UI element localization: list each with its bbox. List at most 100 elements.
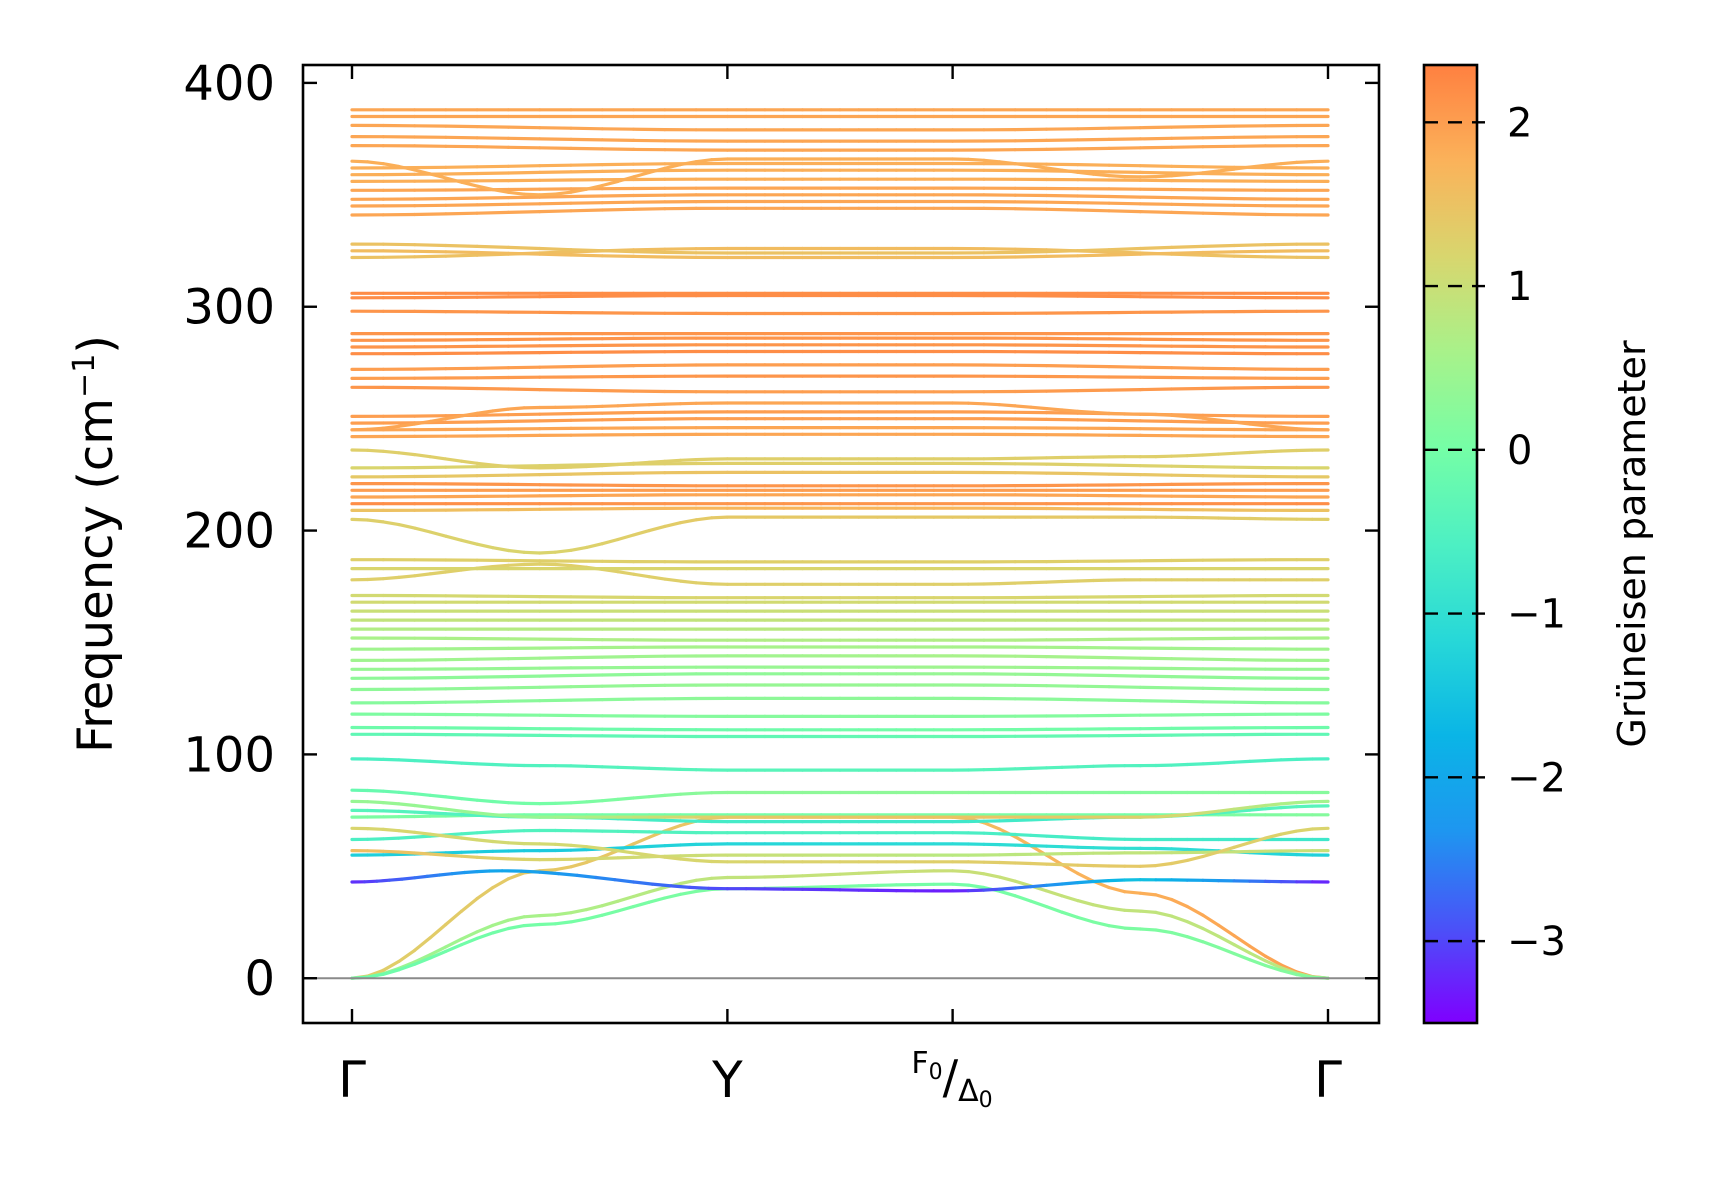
band-segment: [350, 517, 370, 522]
band-segment: [1013, 254, 1049, 259]
band-segment: [1201, 250, 1236, 255]
band-segment: [631, 817, 651, 822]
band-segment: [397, 422, 417, 428]
band-segment: [1232, 808, 1252, 814]
band-segment: [475, 798, 495, 804]
band-segment: [1185, 453, 1205, 458]
band-mode-171: [350, 593, 1330, 600]
band-mode-279: [350, 349, 1330, 356]
band-segment: [1076, 915, 1096, 924]
band-segment: [1076, 201, 1111, 205]
band-segment: [538, 192, 557, 197]
y-tick-label: 100: [183, 727, 275, 783]
plot-frame: [301, 63, 1381, 1025]
band-segment: [475, 830, 495, 835]
band-segment: [997, 160, 1017, 166]
band-segment: [475, 686, 510, 690]
band-segment: [1138, 195, 1174, 200]
band-segment: [381, 849, 401, 854]
band-segment: [950, 869, 970, 874]
band-segment: [413, 249, 448, 254]
band-segment: [569, 545, 589, 552]
band-mode-304: [350, 293, 1330, 300]
band-segment: [982, 821, 1002, 831]
band-segment: [428, 922, 448, 940]
band-segment: [1060, 910, 1080, 920]
band-segment: [838, 871, 861, 876]
band-segment: [1044, 672, 1080, 677]
band-segment: [663, 458, 683, 463]
band-segment: [459, 459, 479, 465]
band-segment: [982, 402, 1002, 407]
band-segment: [444, 243, 479, 248]
band-segment: [538, 365, 573, 369]
band-segment: [1138, 170, 1174, 175]
band-segment: [1169, 657, 1205, 661]
band-segment: [1201, 243, 1236, 248]
band-segment: [538, 246, 573, 252]
colorbar-ticks: −3 −2 −1 0 1 2: [1424, 100, 1566, 965]
band-segment: [444, 807, 464, 813]
band-segment: [678, 857, 698, 863]
band-segment: [1201, 253, 1236, 258]
band-segment: [1107, 137, 1142, 141]
band-segment: [600, 654, 636, 659]
band-segment: [584, 183, 604, 191]
band-segment: [1232, 450, 1252, 455]
band-segment: [569, 655, 604, 660]
band-segment: [1138, 365, 1174, 370]
band-segment: [616, 845, 636, 850]
band-segment: [600, 138, 636, 142]
band-segment: [366, 518, 385, 524]
band-segment: [475, 386, 510, 391]
band-segment: [678, 878, 698, 886]
band-segment: [413, 572, 432, 578]
band-segment: [1169, 386, 1205, 391]
colorbar-tick-label: −3: [1507, 919, 1566, 965]
band-segment: [413, 792, 432, 797]
band-segment: [506, 814, 526, 819]
band-segment: [1013, 894, 1033, 903]
band-segment: [381, 575, 401, 581]
band-mode-221: [350, 482, 1330, 488]
band-segment: [616, 570, 636, 576]
band-segment: [616, 849, 636, 855]
x-tick-label: Y: [711, 1051, 743, 1109]
band-mode-242: [350, 432, 1330, 439]
band-segment: [857, 883, 880, 888]
band-segment: [678, 160, 698, 167]
band-segment: [1029, 883, 1049, 889]
band-segment: [710, 875, 730, 880]
band-segment: [1013, 404, 1033, 409]
band-segment: [381, 968, 401, 976]
band-segment: [1295, 160, 1315, 164]
band-segment: [506, 145, 542, 150]
band-segment: [1185, 171, 1205, 177]
band-segment: [413, 758, 432, 764]
band-segment: [1123, 890, 1142, 895]
band-segment: [647, 524, 667, 533]
band-segment: [444, 250, 479, 255]
band-segment: [1169, 202, 1205, 207]
band-segment: [1216, 934, 1236, 947]
band-segment: [1154, 910, 1174, 918]
band-segment: [397, 809, 417, 814]
band-segment: [1138, 251, 1174, 256]
band-segment: [1279, 448, 1299, 453]
colorbar: [1422, 63, 1479, 1025]
band-segment: [1076, 409, 1096, 414]
band-segment: [1248, 422, 1268, 428]
band-segment: [1185, 847, 1205, 852]
band-segment: [1138, 245, 1174, 251]
band-segment: [1232, 254, 1268, 259]
band-segment: [1029, 580, 1049, 585]
band-segment: [694, 516, 714, 522]
band-mode-129: [350, 683, 1330, 692]
band-segment: [1201, 474, 1236, 478]
band-segment: [1107, 885, 1127, 894]
band-segment: [1154, 893, 1174, 902]
band-segment: [1232, 951, 1252, 962]
band-segment: [1295, 800, 1315, 805]
band-segment: [1044, 697, 1080, 702]
band-segment: [1279, 829, 1299, 836]
